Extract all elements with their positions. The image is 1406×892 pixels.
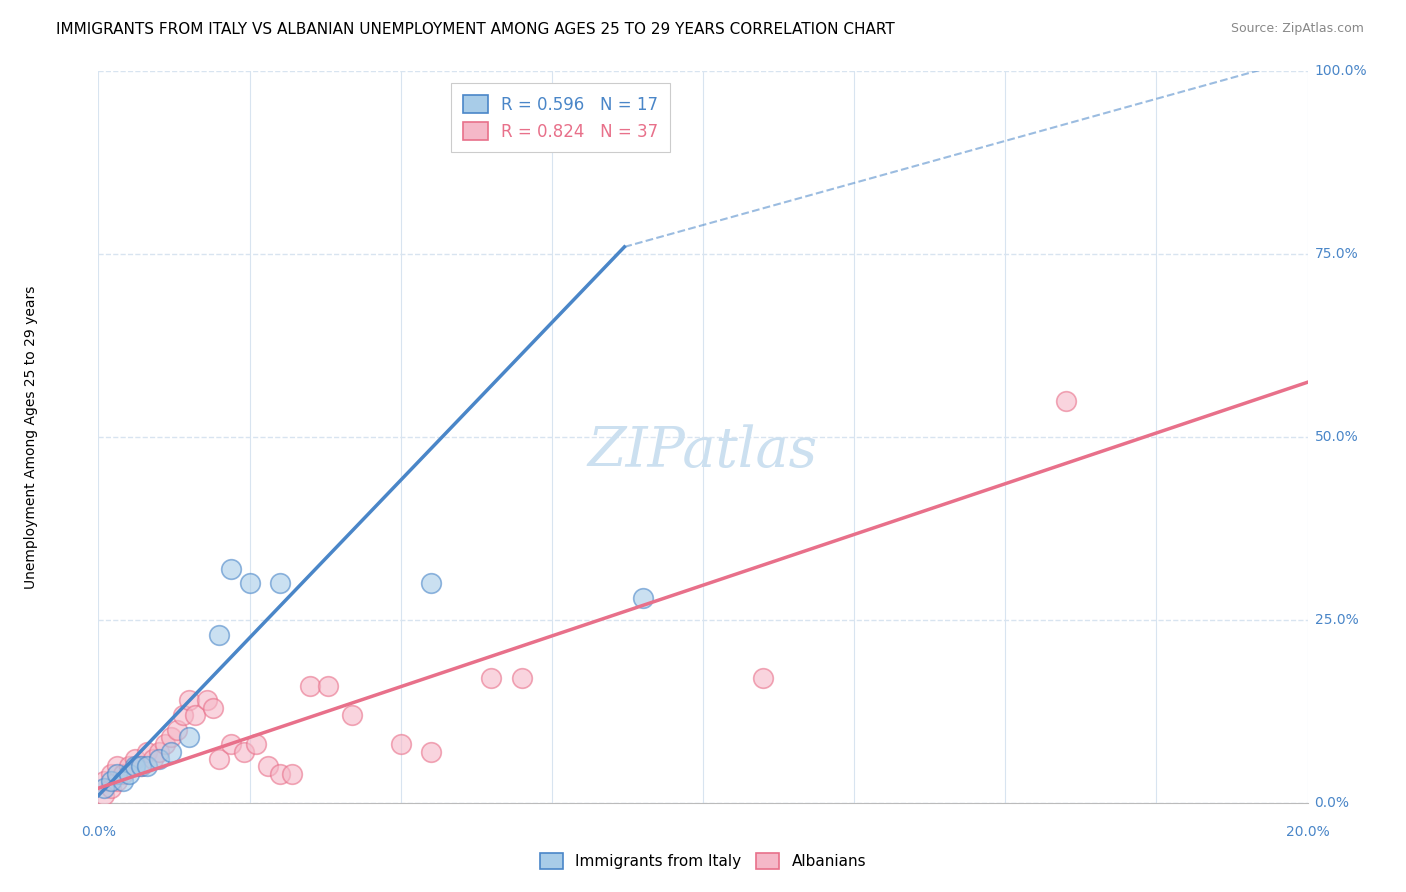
Point bbox=[105, 759, 128, 773]
Point bbox=[269, 576, 291, 591]
Point bbox=[111, 766, 134, 780]
Point bbox=[256, 759, 278, 773]
Text: 20.0%: 20.0% bbox=[1285, 825, 1330, 839]
Point bbox=[177, 693, 201, 707]
Point bbox=[105, 773, 128, 788]
Point bbox=[316, 679, 339, 693]
Point bbox=[419, 576, 441, 591]
Point bbox=[299, 679, 322, 693]
Point bbox=[118, 759, 141, 773]
Legend: R = 0.596   N = 17, R = 0.824   N = 37: R = 0.596 N = 17, R = 0.824 N = 37 bbox=[451, 83, 671, 153]
Point bbox=[1054, 393, 1077, 408]
Point bbox=[389, 737, 412, 751]
Point bbox=[195, 693, 218, 707]
Legend: Immigrants from Italy, Albanians: Immigrants from Italy, Albanians bbox=[534, 847, 872, 875]
Point bbox=[239, 576, 262, 591]
Point bbox=[153, 737, 176, 751]
Point bbox=[184, 708, 207, 723]
Point bbox=[166, 723, 188, 737]
Point bbox=[93, 773, 115, 788]
Point bbox=[148, 745, 170, 759]
Point bbox=[160, 730, 183, 744]
Point bbox=[245, 737, 267, 751]
Point bbox=[135, 759, 157, 773]
Point bbox=[135, 745, 157, 759]
Point bbox=[481, 672, 503, 686]
Point bbox=[111, 773, 134, 788]
Point bbox=[510, 672, 533, 686]
Text: 75.0%: 75.0% bbox=[1315, 247, 1358, 261]
Text: 0.0%: 0.0% bbox=[1315, 796, 1350, 810]
Text: Source: ZipAtlas.com: Source: ZipAtlas.com bbox=[1230, 22, 1364, 36]
Point bbox=[93, 789, 115, 803]
Text: 100.0%: 100.0% bbox=[1315, 64, 1367, 78]
Point bbox=[118, 766, 141, 780]
Text: 25.0%: 25.0% bbox=[1315, 613, 1358, 627]
Point bbox=[208, 752, 231, 766]
Point bbox=[100, 781, 122, 796]
Point bbox=[100, 766, 122, 780]
Point bbox=[172, 708, 194, 723]
Text: ZIPatlas: ZIPatlas bbox=[588, 425, 818, 479]
Point bbox=[160, 745, 183, 759]
Point bbox=[232, 745, 254, 759]
Point bbox=[221, 737, 243, 751]
Point bbox=[221, 562, 243, 576]
Point bbox=[269, 766, 291, 780]
Point bbox=[208, 627, 231, 641]
Point bbox=[129, 759, 152, 773]
Point bbox=[631, 591, 654, 605]
Point bbox=[202, 700, 225, 714]
Point bbox=[129, 759, 152, 773]
Point bbox=[342, 708, 364, 723]
Text: IMMIGRANTS FROM ITALY VS ALBANIAN UNEMPLOYMENT AMONG AGES 25 TO 29 YEARS CORRELA: IMMIGRANTS FROM ITALY VS ALBANIAN UNEMPL… bbox=[56, 22, 896, 37]
Point bbox=[105, 766, 128, 780]
Point bbox=[100, 773, 122, 788]
Point bbox=[752, 672, 775, 686]
Point bbox=[419, 745, 441, 759]
Point bbox=[93, 781, 115, 796]
Text: Unemployment Among Ages 25 to 29 years: Unemployment Among Ages 25 to 29 years bbox=[24, 285, 38, 589]
Point bbox=[124, 759, 146, 773]
Point bbox=[281, 766, 304, 780]
Point bbox=[177, 730, 201, 744]
Point bbox=[142, 752, 165, 766]
Point bbox=[148, 752, 170, 766]
Text: 0.0%: 0.0% bbox=[82, 825, 115, 839]
Point bbox=[124, 752, 146, 766]
Text: 50.0%: 50.0% bbox=[1315, 430, 1358, 444]
